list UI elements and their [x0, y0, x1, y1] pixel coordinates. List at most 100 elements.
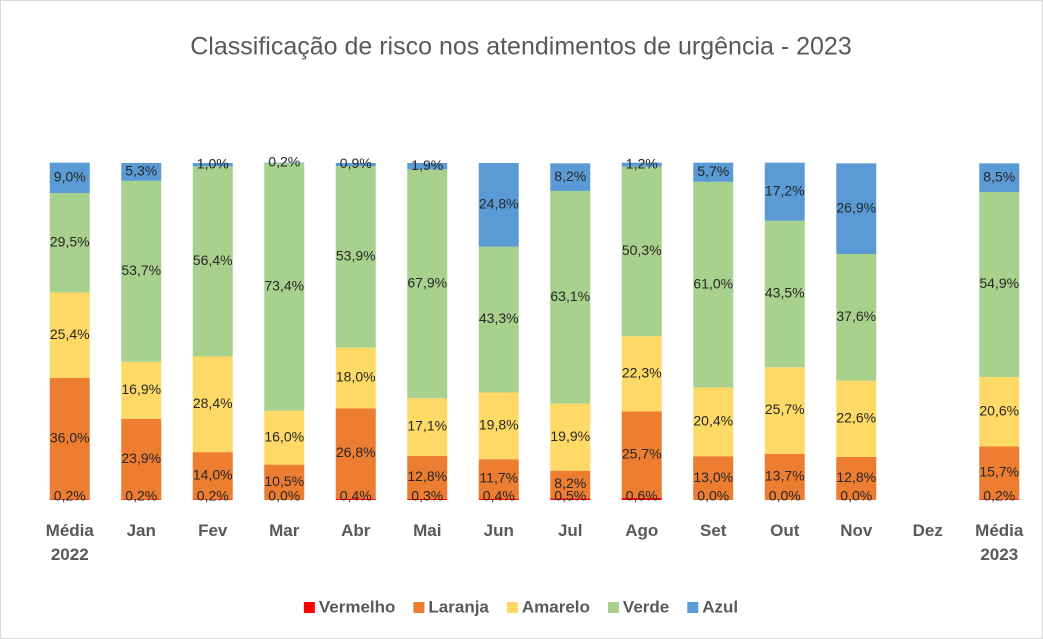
data-label: 43,5%	[765, 285, 805, 301]
legend-swatch	[413, 602, 425, 613]
data-label: 0,6%	[626, 488, 658, 504]
legend-swatch	[303, 602, 315, 613]
data-label: 5,3%	[125, 163, 157, 179]
data-label: 0,2%	[197, 488, 229, 504]
x-tick-label: Abr	[341, 521, 371, 540]
data-label: 0,9%	[340, 155, 372, 171]
bar-segment	[192, 499, 233, 500]
data-label: 19,9%	[550, 428, 590, 444]
data-label: 23,9%	[121, 450, 161, 466]
legend-label: Azul	[702, 597, 738, 616]
data-label: 17,2%	[765, 182, 805, 198]
bar-segment	[693, 456, 734, 500]
chart-title: Classificação de risco nos atendimentos …	[190, 33, 852, 61]
data-label: 0,0%	[268, 488, 300, 504]
bar-segment	[335, 408, 376, 499]
legend-swatch	[687, 602, 699, 613]
bar-segment	[979, 446, 1020, 500]
x-tick-label: Média 2023	[975, 521, 1024, 564]
data-label: 8,2%	[554, 168, 586, 184]
legend-swatch	[506, 602, 518, 613]
bar-segment	[49, 378, 90, 500]
bar-segment	[49, 192, 90, 293]
x-tick-label: Mai	[413, 521, 442, 540]
data-label: 54,9%	[979, 275, 1019, 291]
data-label: 0,2%	[983, 488, 1015, 504]
bar-segment	[49, 499, 90, 500]
data-label: 17,1%	[407, 418, 447, 434]
data-label: 16,9%	[121, 381, 161, 397]
bar-segment	[335, 163, 376, 167]
x-tick-label: Ago	[625, 521, 659, 540]
data-label: 14,0%	[193, 466, 233, 482]
bar-segment	[121, 499, 162, 500]
x-tick-label: Mar	[269, 521, 300, 540]
bar-segment	[550, 498, 591, 500]
legend-label: Vermelho	[319, 597, 396, 616]
bar-segment	[192, 452, 233, 500]
bar-segment	[693, 162, 734, 182]
bar-segment	[764, 162, 805, 221]
data-label: 0,0%	[697, 488, 729, 504]
data-label: 73,4%	[264, 278, 304, 294]
x-tick-label: Jun	[483, 521, 514, 540]
x-tick-label: Nov	[840, 521, 873, 540]
data-label: 36,0%	[50, 429, 90, 445]
data-label: 53,7%	[121, 262, 161, 278]
bar-segment	[979, 191, 1020, 377]
data-label: 9,0%	[54, 169, 86, 185]
data-label: 50,3%	[622, 242, 662, 258]
data-label: 29,5%	[50, 233, 90, 249]
bar-segment	[478, 459, 519, 499]
data-label: 0,2%	[268, 154, 300, 170]
bar-segment	[478, 392, 519, 460]
data-label: 5,7%	[697, 163, 729, 179]
bar-segment	[764, 453, 805, 500]
data-label: 0,5%	[554, 488, 586, 504]
bar-segment	[121, 163, 162, 181]
data-label: 25,4%	[50, 326, 90, 342]
data-label: 22,6%	[836, 409, 876, 425]
data-label: 13,7%	[765, 468, 805, 484]
data-label: 26,8%	[336, 444, 376, 460]
data-label: 63,1%	[550, 288, 590, 304]
bar-segment	[121, 418, 162, 500]
data-label: 1,9%	[411, 157, 443, 173]
data-label: 11,7%	[479, 470, 518, 486]
data-label: 10,5%	[264, 473, 304, 489]
bar-segment	[407, 163, 448, 170]
bar-segment	[979, 376, 1020, 447]
bar-segment	[335, 347, 376, 409]
data-label: 37,6%	[836, 308, 876, 324]
bar-segment	[979, 499, 1020, 500]
data-label: 12,8%	[407, 468, 447, 484]
bar-segment	[264, 162, 305, 164]
data-label: 8,2%	[554, 475, 586, 491]
data-label: 20,4%	[693, 413, 733, 429]
bar-segment	[550, 470, 591, 499]
x-tick-label: Dez	[912, 521, 943, 540]
bar-segment	[49, 162, 90, 193]
data-label: 12,8%	[836, 469, 876, 485]
x-tick-label: Fev	[198, 521, 228, 540]
bar-segment	[550, 403, 591, 471]
x-tick-label: Set	[700, 521, 727, 540]
data-label: 25,7%	[765, 401, 805, 417]
bar-segment	[836, 456, 877, 500]
bar-segment	[478, 246, 519, 393]
bar-segment	[407, 169, 448, 399]
bar-segment	[693, 181, 734, 388]
bar-segment	[121, 361, 162, 419]
data-label: 0,0%	[769, 488, 801, 504]
bar-segment	[693, 387, 734, 457]
bar-segment	[621, 336, 662, 412]
bar-segment	[407, 455, 448, 499]
data-label: 18,0%	[336, 369, 376, 385]
bar-segment	[478, 163, 519, 247]
x-tick-label: Out	[770, 521, 800, 540]
legend-label: Laranja	[428, 597, 489, 616]
bar-segment	[550, 190, 591, 404]
data-label: 22,3%	[622, 364, 662, 380]
bar-segment	[621, 166, 662, 337]
bar-segment	[621, 162, 662, 167]
